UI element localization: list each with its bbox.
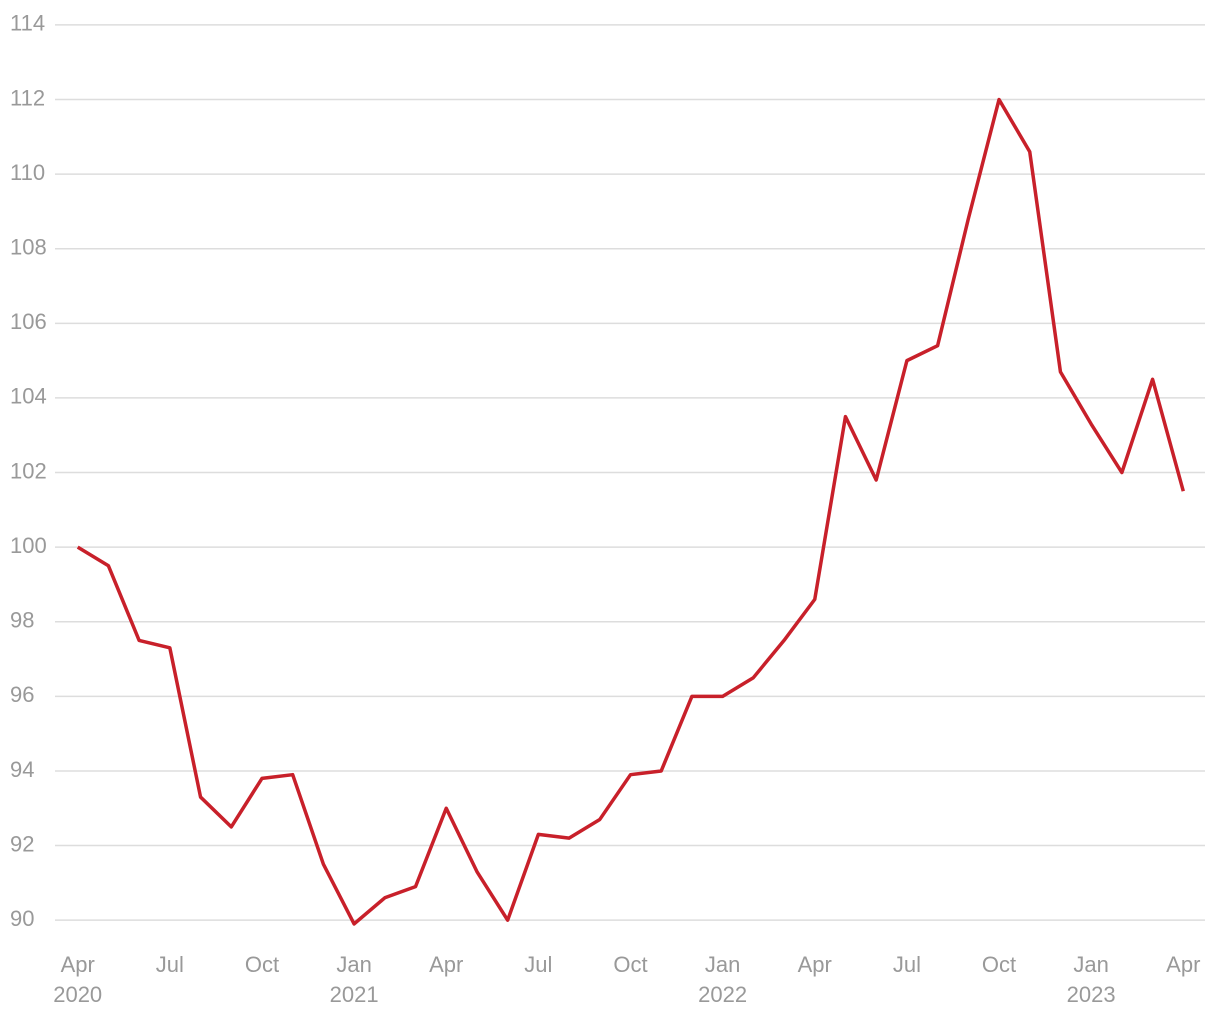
x-tick-year: 2022 (698, 982, 747, 1007)
x-tick-label: Oct (245, 952, 279, 977)
y-tick-label: 92 (10, 831, 34, 856)
x-tick-label: Apr (1166, 952, 1200, 977)
y-tick-label: 102 (10, 458, 47, 483)
x-tick-label: Jan (336, 952, 371, 977)
x-tick-label: Oct (982, 952, 1016, 977)
y-tick-label: 106 (10, 309, 47, 334)
x-tick-year: 2023 (1067, 982, 1116, 1007)
x-tick-label: Apr (798, 952, 832, 977)
x-tick-label: Jul (156, 952, 184, 977)
x-tick-label: Jan (1073, 952, 1108, 977)
y-tick-label: 104 (10, 384, 47, 409)
x-tick-label: Apr (429, 952, 463, 977)
y-tick-label: 114 (10, 11, 45, 36)
y-tick-label: 110 (10, 160, 45, 185)
x-tick-label: Oct (613, 952, 647, 977)
x-tick-label: Apr (61, 952, 95, 977)
y-tick-label: 112 (10, 85, 45, 110)
y-tick-label: 108 (10, 235, 47, 260)
y-tick-label: 94 (10, 757, 34, 782)
x-tick-label: Jul (524, 952, 552, 977)
y-tick-label: 90 (10, 906, 34, 931)
x-tick-year: 2021 (330, 982, 379, 1007)
x-tick-year: 2020 (53, 982, 102, 1007)
y-tick-label: 98 (10, 608, 34, 633)
x-tick-label: Jan (705, 952, 740, 977)
y-tick-label: 100 (10, 533, 47, 558)
x-tick-label: Jul (893, 952, 921, 977)
line-series (76, 97, 1185, 926)
y-tick-label: 96 (10, 682, 34, 707)
